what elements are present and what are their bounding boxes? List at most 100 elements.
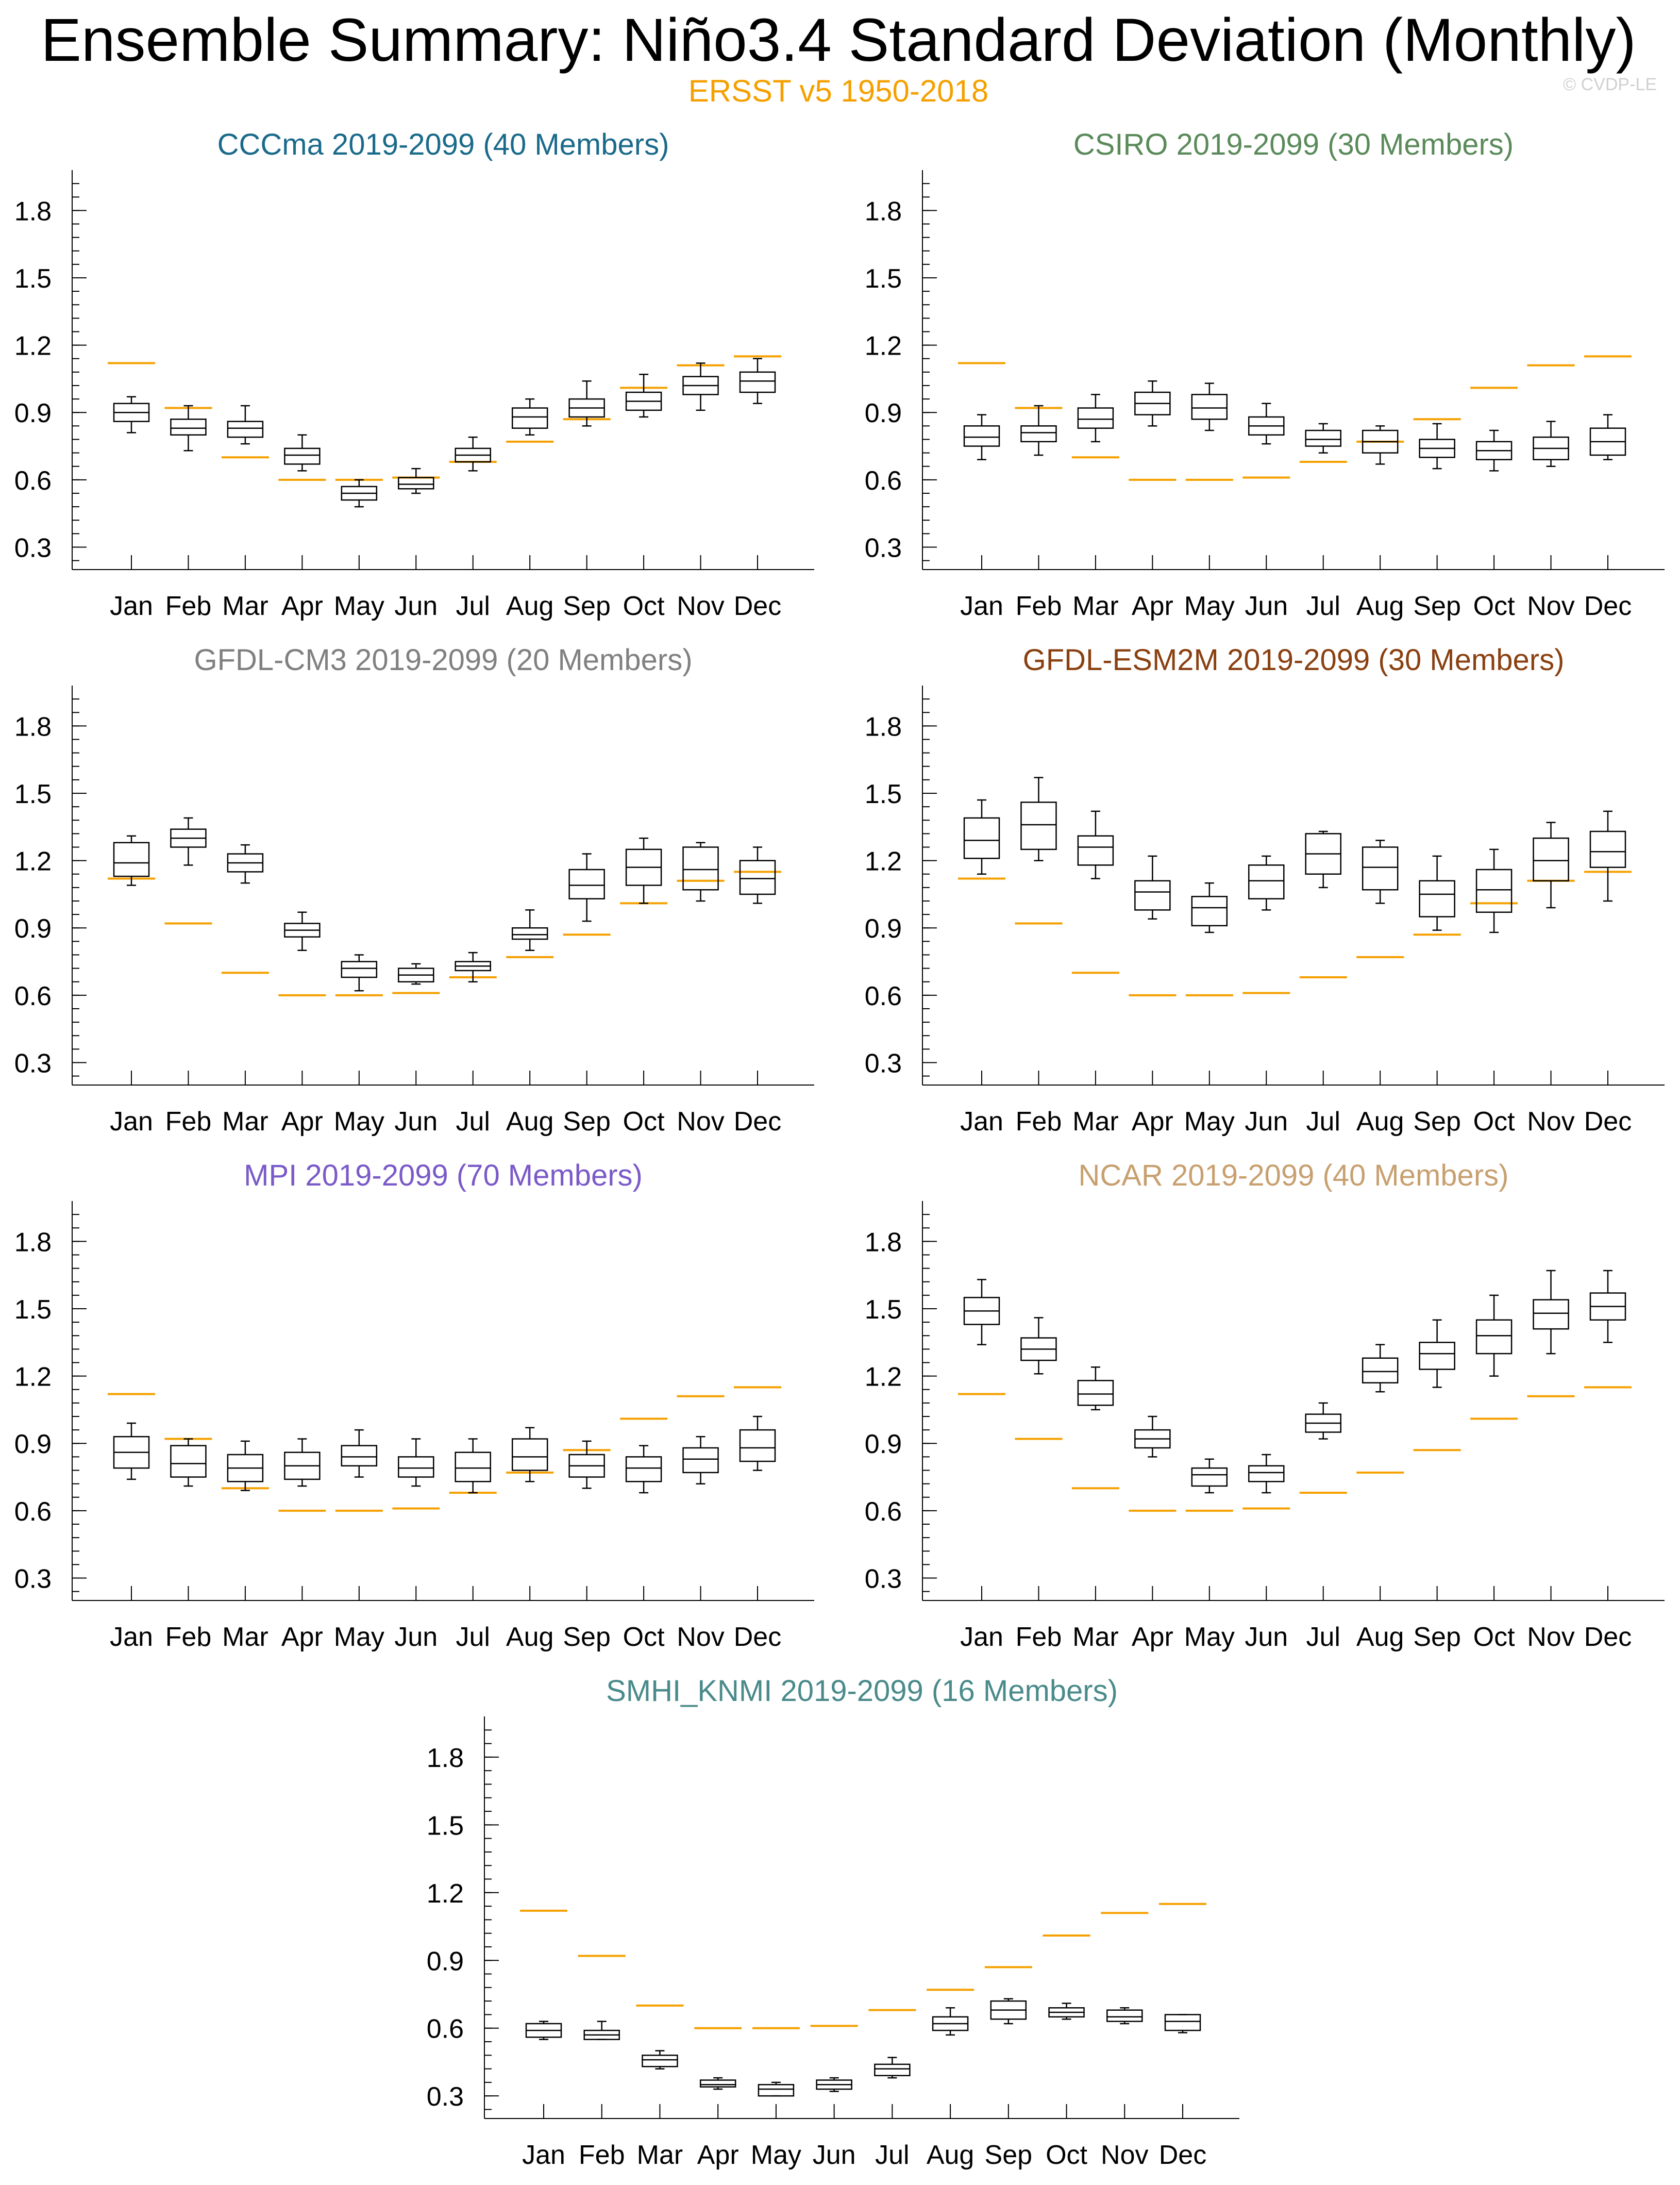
box-iqr [963, 425, 1000, 447]
box-plot [1106, 2007, 1143, 2025]
y-tick-label: 0.3 [14, 1048, 52, 1078]
x-tick-label: Mar [1072, 1107, 1119, 1137]
box-plot [1589, 810, 1626, 902]
x-tick-label: Feb [1016, 1107, 1062, 1137]
x-tick-label: Jan [522, 2140, 565, 2170]
box-iqr [739, 1429, 776, 1462]
y-tick-label: 1.2 [427, 1879, 464, 1909]
box-iqr [511, 407, 548, 429]
box-plot [113, 396, 150, 433]
box-plot [1305, 830, 1341, 889]
box-plot [341, 479, 378, 508]
x-tick-label: May [751, 2140, 801, 2170]
x-tick-label: Aug [927, 2140, 975, 2170]
panel-3: GFDL-CM3 2019-2099 (20 Members) 0.3 0.6 0.9… [14, 643, 814, 1137]
box-iqr [511, 927, 548, 940]
x-tick-label: Mar [222, 1107, 268, 1137]
panel-title: MPI 2019-2099 (70 Members) [244, 1159, 643, 1192]
box-plot [1020, 1317, 1057, 1375]
x-tick-label: Oct [623, 591, 665, 621]
box-iqr [682, 846, 719, 891]
box-iqr [227, 421, 264, 438]
box-iqr [284, 447, 321, 465]
box-iqr [1077, 835, 1114, 866]
x-tick-label: May [334, 1107, 384, 1137]
panel-title: CSIRO 2019-2099 (30 Members) [1073, 128, 1514, 161]
x-tick-label: Dec [734, 1622, 781, 1652]
box-iqr [963, 817, 1000, 859]
box-plot [511, 909, 548, 952]
box-plot [758, 2081, 795, 2097]
y-tick-label: 0.3 [14, 1564, 52, 1594]
x-tick-label: Jan [960, 1107, 1003, 1137]
box-iqr [699, 2079, 736, 2088]
box-plot [682, 1436, 719, 1485]
box-iqr [739, 371, 776, 393]
x-tick-label: Jun [1245, 1622, 1288, 1652]
box-iqr [1362, 1357, 1399, 1383]
box-plot [227, 1440, 264, 1491]
box-plot [341, 1429, 378, 1478]
box-plot [284, 1438, 321, 1487]
x-tick-label: Oct [1473, 1107, 1515, 1137]
x-tick-label: Dec [734, 1107, 781, 1137]
box-plot [583, 2021, 620, 2040]
x-tick-label: Nov [677, 591, 724, 621]
box-iqr [1475, 1319, 1513, 1355]
box-iqr [170, 1445, 207, 1478]
y-tick-label: 1.8 [14, 196, 52, 226]
box-plot [1589, 1270, 1626, 1343]
y-tick-label: 0.3 [427, 2082, 464, 2112]
box-iqr [758, 2084, 795, 2097]
x-tick-label: Feb [1016, 1622, 1062, 1652]
y-tick-label: 0.6 [427, 2014, 464, 2044]
x-tick-label: Mar [1072, 591, 1119, 621]
y-tick-label: 0.3 [14, 533, 52, 563]
box-iqr [398, 477, 434, 490]
x-tick-label: Dec [1584, 1622, 1632, 1652]
x-tick-label: Jul [875, 2140, 909, 2170]
box-iqr [1248, 1465, 1285, 1482]
y-tick-label: 1.5 [14, 1295, 52, 1325]
box-plot [1362, 840, 1399, 904]
box-plot [990, 1998, 1027, 2025]
panel-title: GFDL-ESM2M 2019-2099 (30 Members) [1023, 643, 1565, 677]
box-iqr [1020, 425, 1057, 443]
box-plot [455, 952, 491, 982]
x-tick-label: Nov [1527, 1622, 1574, 1652]
x-tick-label: Aug [506, 1107, 554, 1137]
x-tick-label: Sep [985, 2140, 1033, 2170]
box-plot [1362, 1344, 1399, 1393]
y-tick-label: 1.2 [865, 847, 902, 877]
y-tick-label: 1.5 [427, 1811, 464, 1841]
box-iqr [625, 1456, 662, 1482]
box-plot [739, 358, 776, 405]
y-tick-label: 1.2 [865, 331, 902, 361]
box-iqr [455, 1452, 491, 1482]
y-tick-label: 0.9 [14, 398, 52, 428]
box-plot [525, 2021, 562, 2040]
y-tick-label: 0.9 [865, 1429, 902, 1459]
box-plot [341, 954, 378, 992]
box-plot [1305, 1402, 1341, 1440]
box-iqr [1589, 830, 1626, 868]
box-iqr [1020, 802, 1057, 850]
panel-6: NCAR 2019-2099 (40 Members) 0.3 0.6 0.9 1.2 1… [865, 1159, 1665, 1652]
box-plot [1475, 848, 1513, 933]
box-plot [170, 817, 207, 866]
box-iqr [1475, 869, 1513, 913]
x-tick-label: Jul [456, 1107, 490, 1137]
box-plot [227, 405, 264, 445]
y-tick-label: 0.6 [865, 1497, 902, 1527]
box-iqr [874, 2063, 911, 2076]
box-plot [932, 2007, 969, 2036]
x-tick-label: Jan [110, 1622, 153, 1652]
x-tick-label: May [334, 1622, 384, 1652]
box-iqr [1362, 846, 1399, 891]
x-tick-label: Apr [1132, 1622, 1173, 1652]
box-plot [1020, 405, 1057, 456]
box-plot [699, 2077, 736, 2090]
y-tick-label: 0.9 [865, 398, 902, 428]
box-iqr [1533, 1299, 1569, 1330]
